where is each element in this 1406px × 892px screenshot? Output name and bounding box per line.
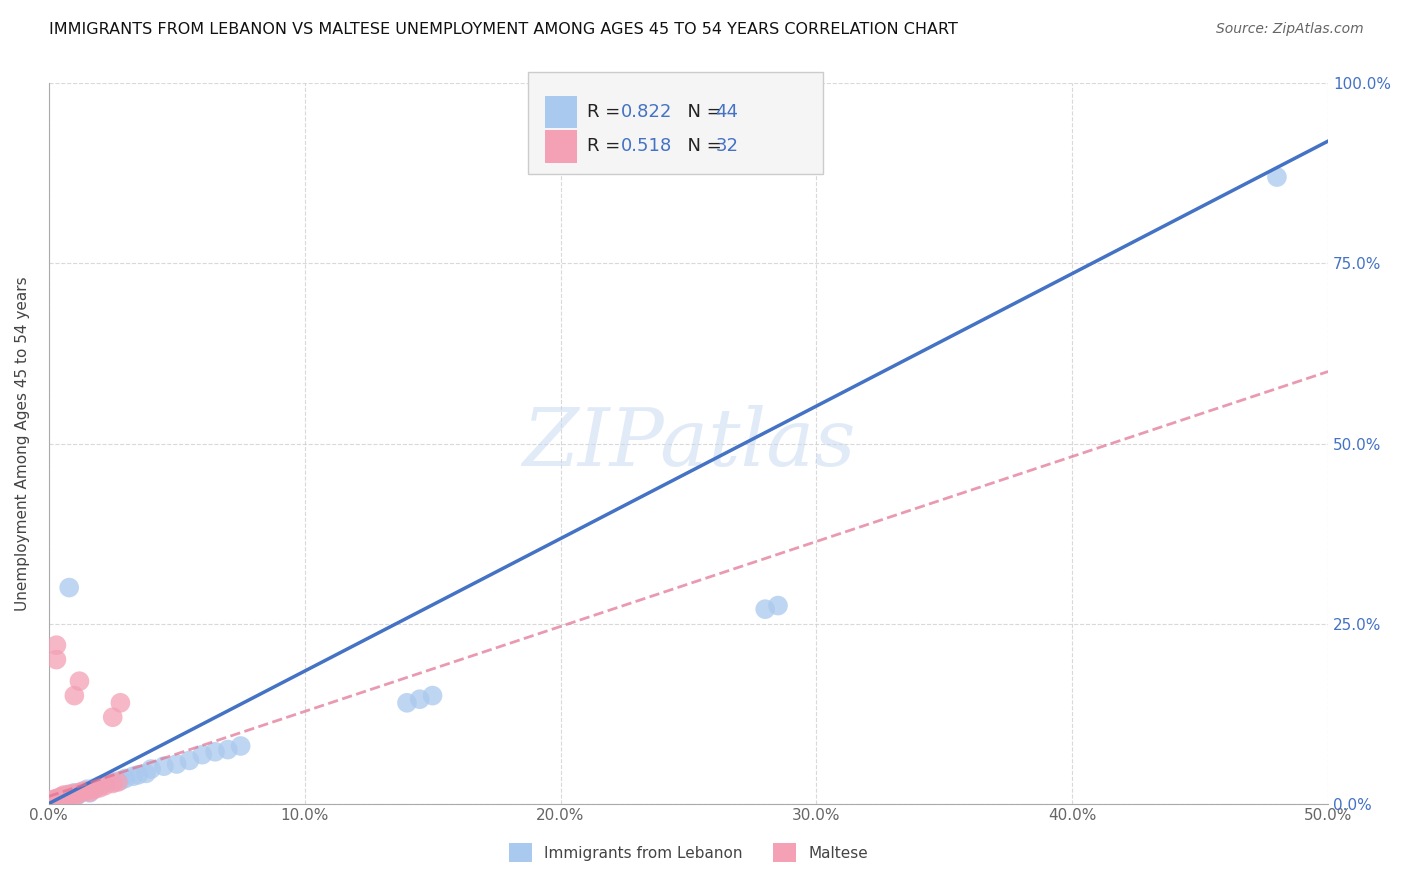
Text: R =: R = — [588, 137, 626, 155]
Point — [83, 780, 105, 795]
Point — [66, 788, 89, 802]
Point — [39, 795, 62, 809]
Point — [110, 696, 132, 710]
Point — [53, 789, 76, 804]
Point — [127, 768, 149, 782]
Point — [83, 782, 105, 797]
Point — [69, 786, 91, 800]
Point — [101, 776, 124, 790]
Point — [217, 742, 239, 756]
Point — [45, 638, 67, 652]
Point — [51, 790, 73, 805]
Point — [53, 788, 76, 802]
Point — [89, 779, 111, 793]
Point — [766, 599, 789, 613]
Point — [754, 602, 776, 616]
Point — [55, 790, 77, 805]
Point — [89, 780, 111, 795]
Point — [139, 762, 162, 776]
Point — [79, 785, 101, 799]
Point — [48, 792, 70, 806]
Point — [229, 739, 252, 753]
Point — [166, 757, 188, 772]
Point — [48, 794, 70, 808]
Text: N =: N = — [676, 103, 727, 120]
Point — [45, 652, 67, 666]
Legend: Immigrants from Lebanon, Maltese: Immigrants from Lebanon, Maltese — [503, 837, 875, 868]
Y-axis label: Unemployment Among Ages 45 to 54 years: Unemployment Among Ages 45 to 54 years — [15, 277, 30, 611]
Point — [94, 779, 117, 793]
Point — [48, 791, 70, 805]
Text: IMMIGRANTS FROM LEBANON VS MALTESE UNEMPLOYMENT AMONG AGES 45 TO 54 YEARS CORREL: IMMIGRANTS FROM LEBANON VS MALTESE UNEMP… — [49, 22, 957, 37]
Point — [69, 787, 91, 801]
Point — [53, 792, 76, 806]
Point — [60, 790, 83, 805]
Text: 32: 32 — [716, 137, 738, 155]
Point — [66, 789, 89, 803]
Point — [51, 789, 73, 804]
Point — [39, 795, 62, 809]
Point — [101, 710, 124, 724]
Point — [79, 786, 101, 800]
Point — [48, 790, 70, 805]
Point — [204, 745, 226, 759]
Point — [45, 793, 67, 807]
Point — [53, 790, 76, 805]
Point — [39, 794, 62, 808]
Point — [191, 747, 214, 762]
Point — [114, 772, 136, 786]
Point — [122, 769, 145, 783]
Point — [42, 794, 65, 808]
Point — [70, 784, 93, 798]
Point — [1265, 170, 1288, 185]
Text: 44: 44 — [716, 103, 738, 120]
Point — [60, 789, 83, 804]
Point — [153, 759, 176, 773]
Point — [42, 794, 65, 808]
Text: ZIPatlas: ZIPatlas — [522, 405, 855, 483]
Point — [409, 692, 432, 706]
Point — [422, 689, 444, 703]
Point — [51, 793, 73, 807]
Point — [45, 792, 67, 806]
Point — [58, 787, 80, 801]
Point — [51, 790, 73, 805]
Point — [107, 775, 129, 789]
Point — [135, 766, 157, 780]
Point — [76, 783, 98, 797]
Point — [63, 786, 86, 800]
Point — [179, 753, 201, 767]
Point — [42, 793, 65, 807]
Point — [94, 776, 117, 790]
Point — [110, 773, 132, 788]
Point — [63, 689, 86, 703]
Point — [101, 775, 124, 789]
Text: Source: ZipAtlas.com: Source: ZipAtlas.com — [1216, 22, 1364, 37]
Point — [45, 791, 67, 805]
Text: N =: N = — [676, 137, 727, 155]
Text: 0.822: 0.822 — [621, 103, 672, 120]
Point — [39, 794, 62, 808]
Point — [55, 789, 77, 803]
Point — [42, 792, 65, 806]
Point — [76, 782, 98, 797]
Point — [45, 794, 67, 808]
Point — [70, 785, 93, 799]
Point — [69, 674, 91, 689]
Text: 0.518: 0.518 — [621, 137, 672, 155]
Point — [58, 581, 80, 595]
Point — [58, 788, 80, 802]
Point — [395, 696, 418, 710]
Point — [63, 787, 86, 801]
Text: R =: R = — [588, 103, 626, 120]
